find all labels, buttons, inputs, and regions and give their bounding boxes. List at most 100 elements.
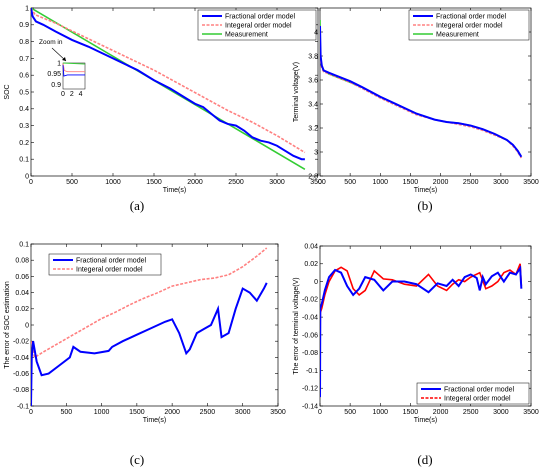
legend: Fractional order model Integeral order mo… (48, 253, 162, 276)
x-tick-label: 3500 (310, 179, 326, 186)
chart-panel-c: 0 500 1000 1500 2000 2500 3000 3500 -0.1 -0.08 -0.… (4, 241, 286, 467)
x-tick-label: 0 (318, 409, 322, 416)
x-tick-label: 2000 (433, 179, 449, 186)
x-tick-label: 0 (318, 179, 322, 186)
y-tick-label: 0.8 (19, 39, 29, 46)
legend-entry: Integeral order model (444, 395, 511, 402)
y-tick-label: 0.3 (19, 123, 29, 130)
y-tick-label: 0.02 (304, 261, 318, 268)
y-tick-label: 0 (25, 322, 29, 329)
zoom-arrowhead (62, 57, 66, 61)
y-tick-label: 0.7 (19, 56, 29, 63)
x-tick-label: 0 (29, 179, 33, 186)
inset-line-fractional (62, 65, 85, 77)
legend-entry: Integeral order model (436, 22, 503, 29)
chart-panel-a: 0 500 1000 1500 2000 2500 3000 350000.10.20.30.… (4, 5, 326, 213)
x-tick-label: 1500 (146, 179, 162, 186)
x-axis-label: Time(s) (414, 187, 437, 194)
x-tick-label: 2500 (200, 409, 216, 416)
y-tick-label: -0.08 (13, 387, 29, 394)
x-tick-label: 3000 (269, 179, 285, 186)
series-line-fractional-order-model (320, 265, 523, 398)
y-tick-label: -0.06 (13, 371, 29, 378)
y-tick-label: 0 (25, 173, 29, 180)
legend: Fractional order model Integeral order mo… (408, 9, 530, 41)
x-tick-label: 3000 (493, 179, 509, 186)
x-tick-label: 2500 (463, 179, 479, 186)
panel-caption: (a) (130, 198, 144, 213)
x-tick-label: 3500 (523, 409, 539, 416)
x-tick-label: 3500 (270, 409, 286, 416)
y-tick-label: 1 (25, 5, 29, 12)
x-tick-label: 2000 (187, 179, 203, 186)
x-tick-label: 3500 (523, 179, 539, 186)
y-tick-label: 0.04 (304, 243, 318, 250)
legend-entry: Fractional order model (444, 386, 514, 393)
y-tick-label: 3.2 (308, 125, 318, 132)
y-axis-label: SOC (4, 84, 11, 99)
x-tick-label: 0 (29, 409, 33, 416)
y-tick-label: -0.12 (302, 386, 318, 393)
panel-caption: (b) (417, 198, 432, 213)
legend: Fractional order model Integeral order mo… (197, 9, 317, 41)
x-tick-label: 500 (60, 409, 72, 416)
series-line-integeral-order-model (31, 8, 306, 154)
legend-entry: Fractional order model (225, 13, 295, 20)
legend-entry: Integeral order model (76, 266, 143, 273)
y-tick-label: -0.06 (302, 332, 318, 339)
y-tick-label: -0.04 (302, 315, 318, 322)
y-tick-label: -0.02 (302, 297, 318, 304)
y-tick-label: 3 (314, 149, 318, 156)
legend-entry: Measurement (225, 31, 268, 38)
x-tick-label: 500 (344, 409, 356, 416)
x-tick-label: 500 (66, 179, 78, 186)
y-tick-label: 0 (314, 279, 318, 286)
y-tick-label: 0.4 (19, 106, 29, 113)
y-tick-label: -0.1 (17, 403, 29, 410)
legend: Fractional order model Integeral order mo… (416, 382, 530, 405)
y-tick-label: 0.6 (19, 73, 29, 80)
plot-area (319, 245, 532, 407)
inset-x-tick-label: 2 (70, 91, 74, 98)
y-tick-label: -0.14 (302, 403, 318, 410)
y-tick-label: -0.02 (13, 339, 29, 346)
y-axis-label: Terminal voltage(V) (293, 62, 300, 122)
legend-entry: Fractional order model (436, 13, 506, 20)
y-tick-label: 0.9 (19, 22, 29, 29)
x-tick-label: 1500 (129, 409, 145, 416)
x-tick-label: 1500 (403, 409, 419, 416)
y-axis-label: The error of terminal voltage(V) (293, 277, 300, 374)
y-tick-label: -0.04 (13, 355, 29, 362)
series-line-measurement (31, 8, 306, 170)
x-tick-label: 3000 (235, 409, 251, 416)
legend-entry: Measurement (436, 31, 479, 38)
series-line-integeral-order-model (31, 247, 268, 359)
y-tick-label: 0.1 (19, 241, 29, 248)
legend-entry: Fractional order model (76, 257, 146, 264)
y-tick-label: 3.8 (308, 53, 318, 60)
x-tick-label: 1000 (94, 409, 110, 416)
y-tick-label: 3.6 (308, 77, 318, 84)
y-tick-label: 4 (314, 29, 318, 36)
inset-line-measurement (62, 62, 86, 65)
y-tick-label: 0.5 (19, 89, 29, 96)
series-line-fractional-order-model (320, 25, 523, 158)
x-tick-label: 1000 (372, 179, 388, 186)
inset-y-tick-label: 0.95 (47, 71, 61, 78)
inset-line-integral (62, 62, 85, 73)
inset-y-tick-label: 1 (57, 60, 61, 67)
y-tick-label: 0.1 (19, 157, 29, 164)
series-line-fractional-order-model (31, 8, 305, 161)
legend-box (416, 382, 530, 405)
x-tick-label: 1500 (403, 179, 419, 186)
legend-entry: Integeral order model (225, 22, 292, 29)
zoom-annotation: Zoom in (39, 39, 63, 46)
legend-box (48, 253, 162, 276)
x-tick-label: 1000 (105, 179, 121, 186)
x-tick-label: 500 (344, 179, 356, 186)
inset-x-tick-label: 4 (79, 91, 83, 98)
x-axis-label: Time(s) (163, 187, 186, 194)
y-tick-label: 3.4 (308, 101, 318, 108)
inset-y-tick-label: 0.9 (51, 82, 61, 89)
